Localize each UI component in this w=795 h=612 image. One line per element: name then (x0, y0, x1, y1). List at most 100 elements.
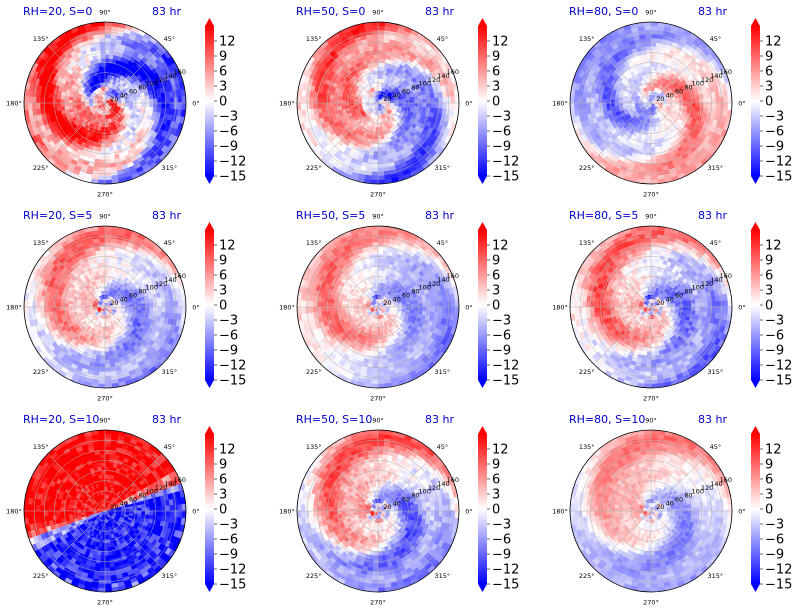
heatmap-cell (88, 127, 94, 133)
heatmap-cell (378, 135, 382, 140)
heatmap-cell (121, 292, 127, 297)
heatmap-cell (87, 111, 92, 116)
heatmap-cell (61, 291, 67, 297)
heatmap-cell (128, 308, 134, 312)
colorbar-extend-min (205, 176, 214, 184)
heatmap-cell (384, 121, 389, 127)
heatmap-cell (403, 26, 413, 34)
heatmap-cell (44, 107, 50, 115)
heatmap-cell (343, 114, 349, 119)
heatmap-cell (106, 74, 110, 80)
heatmap-cell (94, 288, 99, 294)
heatmap-cell (312, 125, 320, 133)
heatmap-cell (144, 106, 150, 111)
heatmap-cell (111, 329, 116, 335)
heatmap-cell (381, 146, 388, 152)
heatmap-cell (80, 115, 86, 120)
heatmap-cell (707, 102, 713, 109)
heatmap-cell (310, 58, 319, 68)
heatmap-cell (572, 75, 579, 84)
heatmap-cell (68, 103, 73, 107)
heatmap-cell (373, 155, 379, 161)
heatmap-cell (120, 290, 126, 296)
heatmap-cell (659, 116, 664, 121)
heatmap-cell (111, 283, 116, 289)
heatmap-cell (361, 144, 367, 151)
heatmap-cell (382, 82, 386, 88)
heatmap-cell (377, 66, 382, 71)
heatmap-cell (145, 102, 150, 107)
heatmap-cell (372, 41, 378, 47)
heatmap-cell (126, 113, 132, 118)
heatmap-cell (675, 30, 684, 37)
heatmap-cell (114, 153, 121, 160)
heatmap-cell (105, 100, 110, 103)
heatmap-cell (154, 126, 161, 134)
heatmap-cell (369, 79, 373, 85)
heatmap-cell (104, 278, 108, 283)
heatmap-cell (651, 102, 656, 105)
heatmap-cell (639, 142, 645, 148)
heatmap-cell (92, 279, 97, 286)
heatmap-cell (136, 108, 142, 113)
heatmap-cell (120, 86, 126, 92)
heatmap-cell (100, 122, 104, 128)
heatmap-cell (370, 105, 376, 110)
heatmap-cell (37, 58, 46, 68)
heatmap-cell (388, 76, 393, 82)
heatmap-cell (670, 114, 677, 120)
heatmap-cell (115, 323, 120, 329)
heatmap-cell (101, 118, 104, 124)
heatmap-cell (124, 318, 131, 324)
heatmap-cell (56, 90, 62, 96)
heatmap-cell (96, 100, 102, 104)
heatmap-cell (345, 155, 353, 163)
radial-tick-label: 140 (437, 72, 449, 80)
heatmap-cell (436, 112, 443, 120)
heatmap-cell (88, 307, 94, 312)
heatmap-cell (116, 281, 122, 288)
heatmap-cell (622, 95, 628, 100)
heatmap-cell (111, 125, 116, 131)
heatmap-cell (611, 89, 617, 94)
heatmap-cell (378, 163, 385, 169)
heatmap-cell (329, 94, 335, 100)
radial-tick-label: 40 (666, 91, 674, 99)
heatmap-cell (650, 33, 658, 39)
heatmap-cell (658, 105, 664, 110)
heatmap-cell (363, 124, 368, 130)
heatmap-cell (305, 127, 313, 137)
heatmap-cell (28, 129, 36, 139)
heatmap-cell (610, 99, 615, 104)
radial-tick-label: 120 (155, 76, 167, 84)
heatmap-cell (430, 102, 436, 108)
heatmap-cell (636, 25, 645, 32)
heatmap-cell (109, 42, 116, 48)
heatmap-cell (369, 146, 375, 152)
heatmap-cell (120, 95, 125, 99)
heatmap-cell (381, 98, 387, 102)
panel-time-label: 83 hr (152, 209, 181, 222)
heatmap-cell (573, 96, 579, 104)
heatmap-cell (97, 300, 103, 306)
heatmap-cell (670, 96, 676, 100)
heatmap-cell (99, 245, 105, 251)
heatmap-cell (156, 107, 162, 113)
heatmap-cell (94, 84, 99, 90)
heatmap-cell (636, 81, 641, 87)
heatmap-cell (96, 350, 102, 356)
heatmap-cell (632, 116, 637, 121)
colorbar-tick-label: −3 (219, 110, 238, 125)
heatmap-cell (68, 297, 74, 302)
heatmap-cell (104, 262, 109, 267)
heatmap-cell (378, 103, 381, 108)
heatmap-cell (657, 79, 662, 85)
heatmap-cell (385, 145, 392, 152)
heatmap-cell (77, 175, 86, 182)
heatmap-cell (386, 116, 391, 121)
heatmap-cell (580, 56, 588, 66)
heatmap-cell (76, 98, 82, 102)
heatmap-cell (636, 76, 641, 83)
heatmap-cell (387, 63, 392, 69)
heatmap-cell (434, 97, 440, 103)
